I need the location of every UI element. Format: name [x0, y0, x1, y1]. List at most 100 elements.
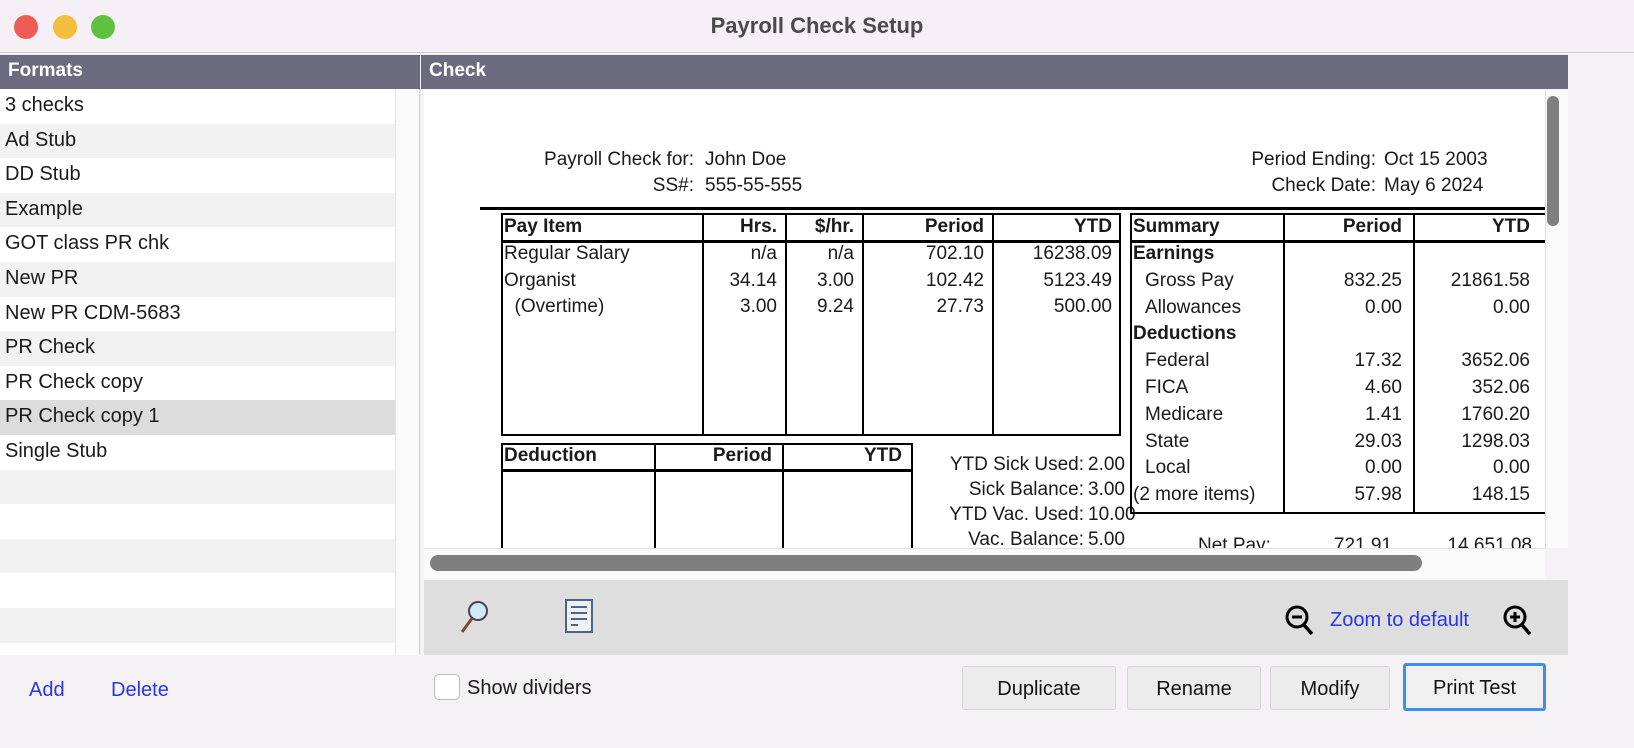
add-link[interactable]: Add: [29, 679, 65, 701]
window-title: Payroll Check Setup: [710, 13, 924, 38]
format-item[interactable]: DD Stub: [5, 163, 81, 186]
pay-item: Regular Salary: [504, 243, 630, 264]
leave-value: 5.00: [1088, 529, 1125, 548]
formats-scrollbar[interactable]: [395, 89, 420, 655]
pay-header: Period: [924, 216, 984, 237]
summary-value: 0.00: [1365, 457, 1402, 479]
duplicate-button[interactable]: Duplicate: [962, 666, 1116, 710]
format-item[interactable]: Ad Stub: [0, 123, 395, 159]
summary-table: [1130, 213, 1545, 514]
pay-column-divider: [862, 213, 864, 436]
deduction-header: Period: [712, 445, 772, 466]
page-icon[interactable]: [564, 598, 596, 636]
summary-value: 0.00: [1493, 296, 1530, 318]
deduction-header: YTD: [864, 445, 902, 466]
pay-value: 3.00: [740, 296, 777, 317]
summary-label: State: [1145, 430, 1190, 452]
summary-value: 352.06: [1471, 377, 1530, 398]
leave-label: Sick Balance:: [968, 479, 1084, 500]
summary-value: 1760.20: [1461, 403, 1530, 425]
check-text: Payroll Check for:: [544, 149, 694, 170]
deduction-column-divider: [654, 443, 656, 548]
leave-label: Vac. Balance:: [968, 529, 1084, 548]
delete-link[interactable]: Delete: [111, 679, 169, 701]
preview-toolbar: Zoom to default: [424, 580, 1568, 655]
net-pay-label: Net Pay:: [1198, 535, 1271, 548]
empty-row: [0, 607, 395, 643]
pay-header: Pay Item: [504, 216, 583, 237]
summary-value: 3652.06: [1461, 350, 1530, 372]
pay-column-divider: [992, 213, 994, 436]
summary-header-line: [1130, 240, 1545, 243]
summary-label: FICA: [1145, 377, 1189, 398]
format-item[interactable]: 3 checks: [5, 94, 84, 116]
pay-item: (Overtime): [504, 296, 605, 317]
summary-header: Summary: [1133, 216, 1220, 237]
zoom-button[interactable]: [91, 15, 115, 39]
summary-column-divider: [1283, 213, 1285, 514]
summary-header: YTD: [1492, 216, 1530, 237]
summary-label: Medicare: [1145, 403, 1224, 425]
divider-line: [480, 207, 1545, 210]
formats-header: Formats: [0, 55, 420, 89]
pay-value: 16238.09: [1032, 243, 1112, 264]
pay-header: Hrs.: [740, 216, 777, 237]
format-item[interactable]: New PR CDM-5683: [5, 301, 181, 324]
empty-row: [0, 538, 395, 574]
summary-column-divider: [1413, 213, 1415, 514]
check-text: May 6 2024: [1384, 175, 1484, 196]
pay-value: 702.10: [925, 243, 984, 264]
format-item[interactable]: PR Check copy: [5, 370, 143, 393]
format-item[interactable]: New PR: [0, 261, 395, 297]
formats-list[interactable]: 3 checks Ad Stub DD Stub Example GOT class P…: [0, 89, 395, 655]
summary-value: 832.25: [1343, 269, 1402, 291]
empty-row: [0, 504, 395, 539]
format-item[interactable]: PR Check: [0, 331, 395, 366]
pay-value: n/a: [750, 243, 777, 264]
summary-label: Deductions: [1133, 323, 1237, 345]
format-item[interactable]: GOT class PR chk: [5, 232, 170, 255]
deduction-table: [501, 443, 913, 548]
zoom-out-icon[interactable]: [1284, 604, 1316, 638]
pay-header-line: [501, 240, 1121, 243]
rename-button[interactable]: Rename: [1127, 666, 1261, 710]
summary-label: Federal: [1145, 350, 1210, 372]
check-text: Period Ending:: [1251, 149, 1376, 170]
pay-value: 34.14: [729, 269, 777, 291]
zoom-to-default-link[interactable]: Zoom to default: [1330, 609, 1469, 631]
empty-row: [0, 469, 395, 505]
summary-label: Gross Pay: [1145, 269, 1234, 291]
summary-value: 4.60: [1365, 377, 1402, 398]
pay-value: 3.00: [817, 269, 854, 291]
modify-button[interactable]: Modify: [1270, 666, 1390, 710]
close-button[interactable]: [14, 15, 38, 39]
net-pay-period: 721.91: [1333, 535, 1392, 548]
show-dividers-checkbox[interactable]: [434, 674, 460, 700]
summary-value: 57.98: [1354, 484, 1402, 506]
leave-value: 3.00: [1088, 479, 1125, 500]
summary-value: 21861.58: [1450, 269, 1530, 291]
print-test-button[interactable]: Print Test: [1403, 663, 1546, 711]
pay-value: 27.73: [936, 296, 984, 317]
format-item[interactable]: Example: [0, 192, 395, 228]
net-pay-ytd: 14,651.08: [1447, 535, 1532, 548]
horizontal-scroll-thumb[interactable]: [430, 555, 1422, 571]
empty-row: [0, 573, 395, 608]
zoom-in-icon[interactable]: [1502, 604, 1534, 638]
magnifier-icon[interactable]: [456, 598, 492, 636]
check-text: 555-55-555: [705, 175, 803, 196]
minimize-button[interactable]: [53, 15, 77, 39]
summary-label: (2 more items): [1133, 484, 1256, 506]
summary-value: 1.41: [1365, 403, 1402, 425]
summary-label: Local: [1145, 457, 1191, 479]
format-item[interactable]: Single Stub: [5, 439, 108, 462]
check-text: Oct 15 2003: [1384, 149, 1488, 170]
check-preview: Payroll Check for: John Doe SS#: 555-55-555…: [424, 90, 1545, 548]
check-text: SS#:: [652, 175, 694, 196]
pay-header: $/hr.: [814, 216, 854, 237]
format-item[interactable]: PR Check copy 1: [0, 400, 395, 435]
pay-value: 5123.49: [1043, 269, 1112, 291]
summary-label: Allowances: [1145, 296, 1242, 318]
pay-header: YTD: [1074, 216, 1112, 237]
vertical-scroll-thumb[interactable]: [1547, 96, 1559, 226]
